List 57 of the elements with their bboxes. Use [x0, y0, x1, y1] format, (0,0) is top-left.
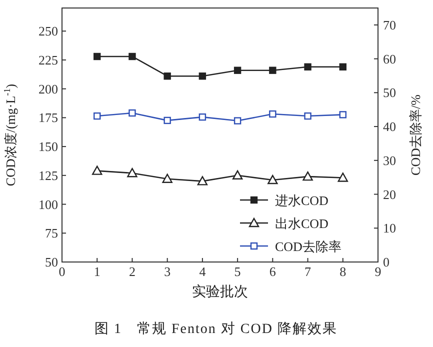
point: [127, 168, 138, 178]
point: [338, 172, 348, 182]
point: [164, 116, 171, 124]
y2-tick-label: 60: [383, 51, 396, 66]
x-tick-label: 9: [374, 264, 382, 279]
y-tick-label: 150: [38, 139, 58, 154]
y-tick-label: 200: [38, 81, 58, 96]
point: [234, 117, 242, 124]
legend-label: 进水COD: [275, 193, 328, 208]
y-tick-label: 250: [38, 24, 58, 39]
y2-tick-label: 40: [383, 119, 396, 134]
point: [94, 52, 101, 60]
x-axis-title: 实验批次: [192, 284, 248, 300]
x-tick-label: 7: [304, 264, 312, 279]
y-tick-label: 100: [38, 196, 58, 212]
point: [339, 111, 346, 118]
y2-tick-label: 30: [383, 152, 396, 168]
x-tick-label: 2: [128, 264, 136, 279]
point: [232, 170, 243, 180]
point: [269, 110, 276, 118]
point: [304, 63, 312, 70]
point: [339, 63, 346, 70]
point: [197, 176, 208, 186]
point: [268, 174, 278, 184]
point: [198, 72, 206, 80]
y2-tick-label: 10: [383, 220, 396, 236]
x-tick-label: 3: [164, 264, 171, 279]
x-tick-label: 0: [58, 264, 66, 279]
x-tick-label: 4: [199, 264, 206, 279]
y2-tick-label: 70: [383, 17, 396, 32]
point: [234, 66, 242, 74]
legend-label: COD去除率: [275, 239, 342, 254]
y-tick-label: 75: [45, 226, 58, 241]
point: [164, 72, 171, 80]
x-tick-label: 1: [94, 264, 100, 279]
y2-tick-label: 20: [383, 186, 396, 202]
y2-axis-title: COD去除率/%: [408, 94, 423, 176]
legend-label: 出水COD: [275, 216, 328, 231]
y-tick-label: 175: [38, 110, 58, 126]
point: [302, 171, 313, 181]
point: [269, 66, 276, 74]
point: [198, 113, 206, 121]
x-tick-label: 5: [234, 264, 241, 279]
y2-tick-label: 50: [383, 85, 396, 100]
point: [304, 112, 312, 120]
caption: 图 1 常规 Fenton 对 COD 降解效果: [94, 321, 338, 337]
point: [162, 174, 172, 183]
point: [128, 52, 136, 60]
x-tick-label: 8: [340, 264, 346, 279]
point: [92, 166, 102, 175]
y2-tick-label: 0: [383, 254, 390, 270]
point: [128, 109, 136, 117]
point: [94, 112, 101, 120]
y-tick-label: 125: [38, 168, 58, 183]
x-tick-label: 6: [269, 264, 276, 279]
y-tick-label: 225: [38, 52, 58, 68]
y-tick-label: 50: [45, 254, 58, 270]
